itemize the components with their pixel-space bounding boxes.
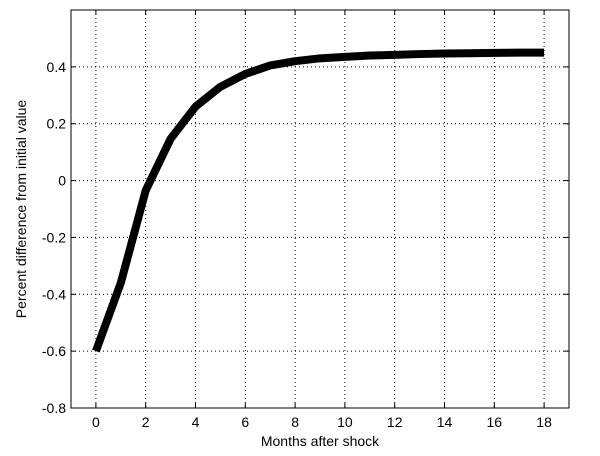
y-axis-label: Percent difference from initial value xyxy=(13,100,29,319)
y-tick-label: 0.4 xyxy=(47,59,67,75)
y-tick-label: -0.6 xyxy=(42,343,66,359)
y-tick-label: -0.8 xyxy=(42,400,66,416)
y-tick-label: 0.2 xyxy=(47,116,67,132)
x-tick-label: 10 xyxy=(337,414,353,430)
x-tick-label: 4 xyxy=(192,414,200,430)
y-tick-label: -0.2 xyxy=(42,229,66,245)
y-tick-label: -0.4 xyxy=(42,286,66,302)
x-tick-label: 0 xyxy=(92,414,100,430)
x-tick-label: 16 xyxy=(487,414,503,430)
x-tick-label: 14 xyxy=(437,414,453,430)
x-tick-label: 18 xyxy=(536,414,552,430)
x-axis-label: Months after shock xyxy=(261,433,380,449)
plot-frame xyxy=(70,9,570,409)
x-tick-label: 8 xyxy=(291,414,299,430)
data-line xyxy=(92,48,545,353)
x-tick-label: 12 xyxy=(387,414,403,430)
x-tick-label: 2 xyxy=(142,414,150,430)
y-tick-label: 0 xyxy=(58,173,66,189)
x-tick-label: 6 xyxy=(241,414,249,430)
